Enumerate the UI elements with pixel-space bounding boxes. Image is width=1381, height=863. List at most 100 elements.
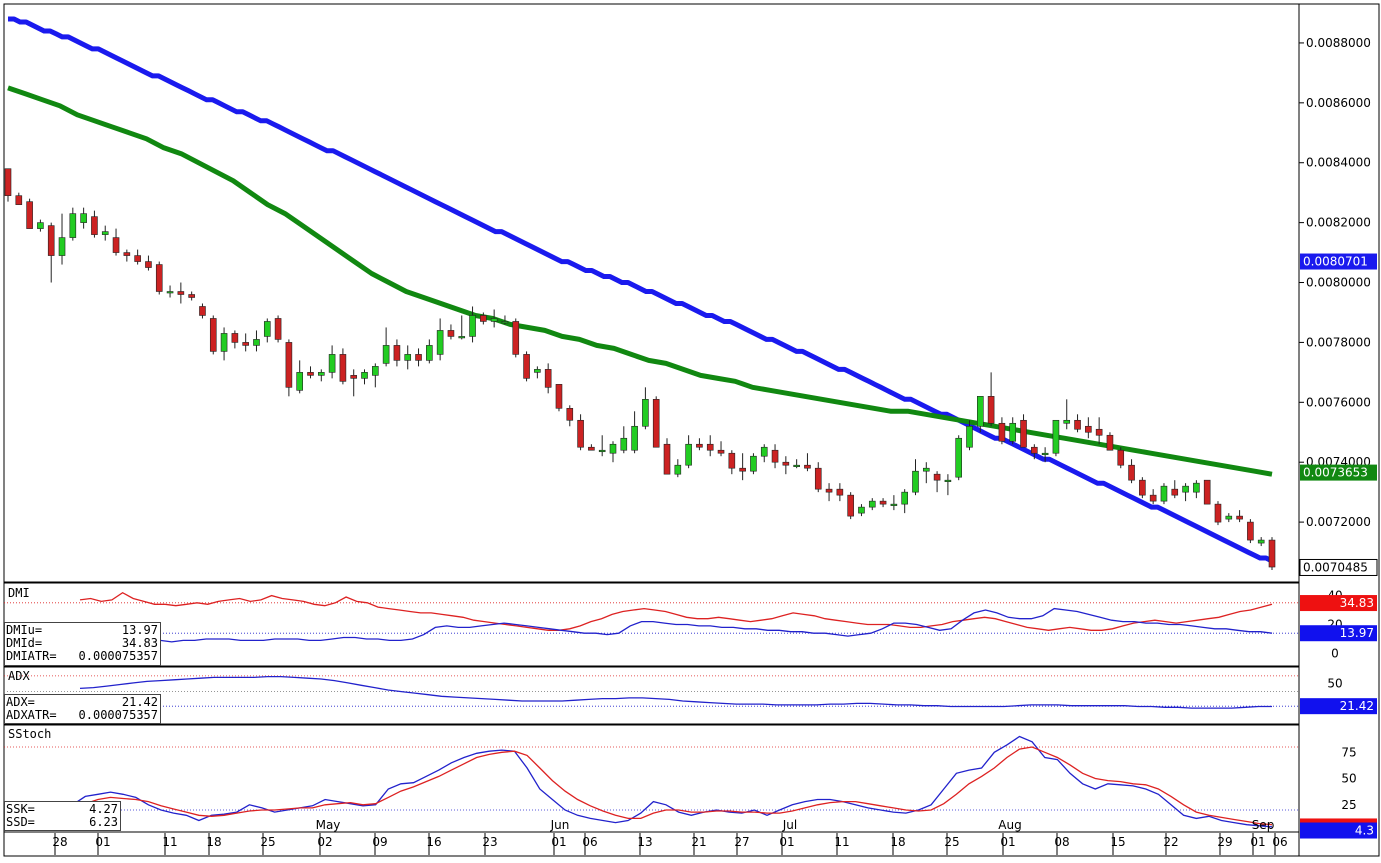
candle-body bbox=[1203, 479, 1211, 505]
candle-body bbox=[436, 330, 444, 355]
candle-body bbox=[177, 291, 185, 295]
candle-body bbox=[728, 452, 736, 469]
ma-short-value-tag-bg bbox=[1300, 464, 1377, 481]
candle-body bbox=[977, 396, 984, 427]
candle-body bbox=[847, 494, 854, 517]
candle-body bbox=[685, 443, 692, 466]
candle-body bbox=[620, 437, 628, 451]
dmi-panel[interactable] bbox=[3, 582, 1300, 667]
time-axis bbox=[3, 831, 1300, 857]
candle-body bbox=[609, 443, 617, 454]
x-day-label: 01 bbox=[1250, 835, 1265, 849]
candle-body bbox=[1182, 485, 1189, 493]
candle-body bbox=[231, 333, 239, 343]
candle-body bbox=[1193, 482, 1200, 493]
candle-body bbox=[80, 213, 87, 223]
candle-body bbox=[37, 222, 44, 229]
dmiatr-label: DMIATR= bbox=[6, 649, 57, 663]
price-tick-label: 0.0072000 bbox=[1306, 515, 1371, 529]
candle-body bbox=[1085, 425, 1092, 433]
candle-body bbox=[750, 455, 757, 472]
candle-body bbox=[393, 345, 401, 361]
price-tick-label: 0.0076000 bbox=[1306, 395, 1371, 409]
moving-average-short-line bbox=[7, 85, 1273, 477]
sstoch-series-line bbox=[59, 735, 1273, 828]
candle-body bbox=[188, 294, 195, 298]
candle-body bbox=[598, 449, 606, 453]
sstoch-title: SStoch bbox=[8, 727, 52, 741]
candle-body bbox=[890, 503, 898, 506]
candle-body bbox=[555, 384, 563, 409]
candle-body bbox=[155, 264, 163, 292]
sstoch-panel[interactable] bbox=[3, 724, 1300, 833]
x-day-label: 18 bbox=[206, 835, 221, 849]
x-day-label: 11 bbox=[162, 835, 177, 849]
dmiu-tag: 13.97 bbox=[1340, 626, 1374, 640]
adx-panel[interactable] bbox=[3, 666, 1300, 725]
candle-body bbox=[706, 443, 714, 451]
price-layer bbox=[4, 16, 1276, 571]
adx-value: 21.42 bbox=[121, 695, 158, 709]
adx-tick-label: 50 bbox=[1327, 677, 1342, 691]
candle-body bbox=[933, 473, 941, 481]
x-day-label: 25 bbox=[944, 835, 959, 849]
adx-tag-bg bbox=[1300, 698, 1377, 715]
candle-body bbox=[372, 366, 379, 376]
dmi-series-line bbox=[79, 591, 1273, 631]
price-tick-label: 0.0088000 bbox=[1306, 36, 1371, 50]
x-day-label: 27 bbox=[734, 835, 749, 849]
candle-body bbox=[339, 354, 347, 382]
candle-body bbox=[642, 399, 649, 427]
candle-body bbox=[512, 321, 520, 355]
dmiu-value: 13.97 bbox=[121, 623, 158, 637]
candle-body bbox=[998, 422, 1006, 442]
candle-body bbox=[674, 464, 682, 475]
ssd-value: 6.23 bbox=[89, 815, 118, 829]
candle-body bbox=[782, 461, 790, 466]
candle-body bbox=[447, 330, 455, 337]
candle-body bbox=[1117, 449, 1125, 466]
x-day-label: 08 bbox=[1054, 835, 1069, 849]
sstoch-series-line bbox=[59, 746, 1273, 826]
ssd-label: SSD= bbox=[6, 815, 35, 829]
adx-tag: 21.42 bbox=[1340, 699, 1374, 713]
candle-body bbox=[58, 237, 66, 256]
candle-body bbox=[717, 449, 725, 454]
candle-body bbox=[1009, 422, 1017, 442]
candle-body bbox=[350, 375, 358, 379]
candle-body bbox=[631, 425, 638, 451]
ssk-value: 4.27 bbox=[89, 802, 118, 816]
x-axis-labels: 28 01 11 18 25 May 02 09 16 23 Jun 01 06 13 21 27 Jul 01 1… bbox=[52, 818, 1288, 855]
candle-body bbox=[458, 336, 466, 339]
candle-body bbox=[739, 467, 746, 472]
x-day-label: 01 bbox=[551, 835, 566, 849]
x-month-label: May bbox=[316, 818, 341, 832]
candle-body bbox=[793, 464, 800, 468]
candle-body bbox=[15, 195, 23, 205]
adx-series-line bbox=[79, 675, 1272, 709]
ssk-tag-bg bbox=[1300, 822, 1377, 839]
candle-body bbox=[253, 339, 260, 346]
candle-body bbox=[242, 342, 249, 346]
candle-body bbox=[1074, 419, 1081, 430]
ssk-label: SSK= bbox=[6, 802, 35, 816]
candle-body bbox=[566, 408, 574, 421]
adx-layer bbox=[4, 675, 1299, 709]
candle-body bbox=[858, 506, 865, 514]
candle-body bbox=[415, 354, 422, 361]
candle-body bbox=[804, 464, 811, 469]
x-month-label: Jun bbox=[550, 818, 570, 832]
candle-body bbox=[317, 372, 325, 376]
price-tick-label: 0.0086000 bbox=[1306, 96, 1371, 110]
candle-body bbox=[296, 372, 303, 391]
x-month-label: Aug bbox=[998, 818, 1021, 832]
candle-body bbox=[1149, 494, 1157, 502]
candle-body bbox=[663, 443, 671, 475]
candle-body bbox=[922, 467, 930, 472]
dmi-tick-label: 0 bbox=[1331, 646, 1339, 660]
candle-body bbox=[220, 333, 228, 352]
x-day-label: 25 bbox=[260, 835, 275, 849]
candle-body bbox=[1128, 464, 1135, 481]
candle-body bbox=[469, 315, 476, 337]
